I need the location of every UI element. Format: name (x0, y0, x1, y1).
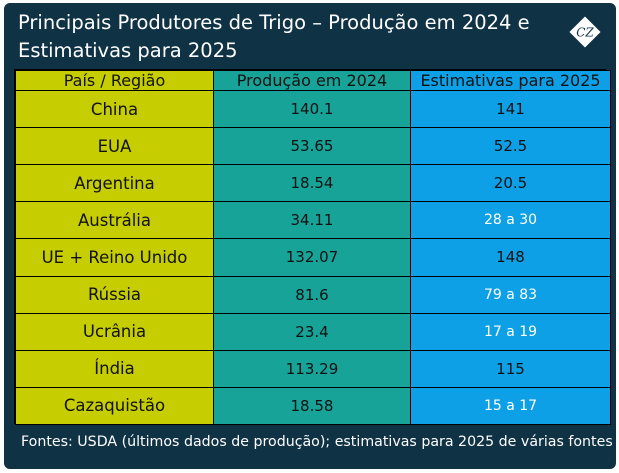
cell-country: Rússia (15, 275, 214, 314)
header-production-2024: Produção em 2024 (213, 70, 411, 91)
page-title: Principais Produtores de Trigo – Produçã… (18, 11, 530, 62)
cell-production-2024: 18.58 (213, 386, 411, 426)
cell-production-2024: 140.1 (213, 89, 411, 129)
table-row: Argentina 18.54 20.5 (15, 164, 611, 203)
cell-country: Ucrânia (15, 312, 214, 351)
cell-estimate-2025: 28 a 30 (410, 201, 611, 240)
cell-production-2024: 81.6 (213, 275, 411, 314)
cell-estimate-2025: 52.5 (410, 127, 611, 166)
table-row: Rússia 81.6 79 a 83 (15, 275, 611, 314)
svg-text:CZ: CZ (576, 26, 594, 40)
cell-estimate-2025: 148 (410, 238, 611, 277)
header-country: País / Região (15, 70, 214, 91)
cell-estimate-2025: 17 a 19 (410, 312, 611, 351)
cell-country: Argentina (15, 164, 214, 203)
cell-country: Austrália (15, 201, 214, 240)
cell-estimate-2025: 141 (410, 89, 611, 129)
table-row: UE + Reino Unido 132.07 148 (15, 238, 611, 277)
infographic-panel: Principais Produtores de Trigo – Produçã… (4, 3, 616, 469)
cell-production-2024: 34.11 (213, 201, 411, 240)
cell-estimate-2025: 15 a 17 (410, 386, 611, 426)
table-header-row: País / Região Produção em 2024 Estimativ… (15, 70, 611, 91)
cell-estimate-2025: 79 a 83 (410, 275, 611, 314)
cell-production-2024: 23.4 (213, 312, 411, 351)
cell-estimate-2025: 20.5 (410, 164, 611, 203)
table-row: Cazaquistão 18.58 15 a 17 (15, 386, 611, 426)
cell-production-2024: 18.54 (213, 164, 411, 203)
cell-country: EUA (15, 127, 214, 166)
cell-estimate-2025: 115 (410, 349, 611, 388)
cell-production-2024: 53.65 (213, 127, 411, 166)
cell-country: Cazaquistão (15, 386, 214, 426)
table-row: Índia 113.29 115 (15, 349, 611, 388)
table-row: China 140.1 141 (15, 89, 611, 129)
table-row: Austrália 34.11 28 a 30 (15, 201, 611, 240)
header-estimate-2025: Estimativas para 2025 (410, 70, 611, 91)
cz-logo-icon: CZ (569, 16, 601, 48)
sources-footer: Fontes: USDA (últimos dados de produção)… (21, 434, 613, 450)
table-row: EUA 53.65 52.5 (15, 127, 611, 166)
table-row: Ucrânia 23.4 17 a 19 (15, 312, 611, 351)
cell-production-2024: 132.07 (213, 238, 411, 277)
cell-production-2024: 113.29 (213, 349, 411, 388)
production-table: País / Região Produção em 2024 Estimativ… (14, 69, 611, 426)
cell-country: UE + Reino Unido (15, 238, 214, 277)
cell-country: Índia (15, 349, 214, 388)
cell-country: China (15, 89, 214, 129)
